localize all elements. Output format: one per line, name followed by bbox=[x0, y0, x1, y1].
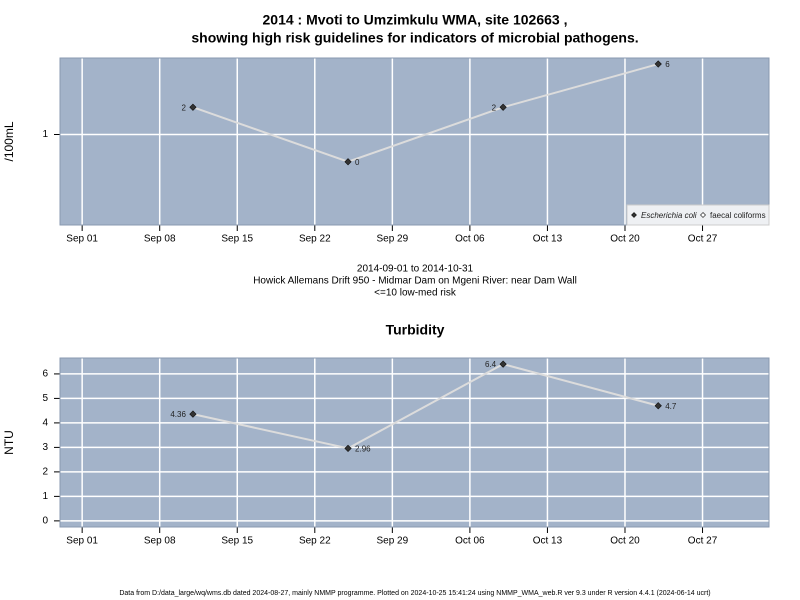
series-line bbox=[192, 63, 659, 163]
y-axis-label: NTU bbox=[2, 430, 16, 455]
data-label: 4.7 bbox=[665, 402, 677, 411]
data-label: 2 bbox=[181, 103, 186, 112]
x-tick-label: Sep 01 bbox=[66, 234, 98, 245]
legend-label: faecal coliforms bbox=[710, 211, 766, 220]
data-label: 0 bbox=[355, 158, 360, 167]
y-tick-label: 0 bbox=[42, 516, 48, 527]
data-point bbox=[344, 158, 352, 166]
data-point bbox=[189, 103, 197, 111]
data-point bbox=[344, 444, 352, 453]
data-label: 6 bbox=[665, 60, 670, 69]
plot-area bbox=[60, 58, 769, 225]
x-tick-label: Sep 01 bbox=[66, 536, 98, 547]
y-tick-label: 1 bbox=[42, 129, 48, 140]
note: Howick Allemans Drift 950 - Midmar Dam o… bbox=[253, 276, 577, 287]
data-label: 4.36 bbox=[170, 410, 186, 419]
y-tick-label: 2 bbox=[42, 467, 48, 478]
x-tick-label: Sep 22 bbox=[299, 536, 331, 547]
x-tick-label: Sep 15 bbox=[221, 234, 253, 245]
x-tick-label: Oct 06 bbox=[455, 536, 485, 547]
chart-title: 2014 : Mvoti to Umzimkulu WMA, site 1026… bbox=[263, 12, 568, 28]
y-axis-label: /100mL bbox=[2, 121, 16, 161]
data-point bbox=[499, 360, 507, 368]
x-tick-label: Sep 08 bbox=[144, 234, 176, 245]
chart-title: Turbidity bbox=[386, 322, 445, 338]
legend-box bbox=[626, 204, 770, 226]
data-label: 6.4 bbox=[485, 360, 497, 369]
x-tick-label: Oct 06 bbox=[455, 234, 485, 245]
data-point bbox=[499, 103, 507, 111]
chart-subtitle: showing high risk guidelines for indicat… bbox=[191, 30, 638, 46]
x-tick-label: Oct 13 bbox=[533, 234, 563, 245]
x-tick-label: Sep 29 bbox=[376, 234, 408, 245]
data-label: 2 bbox=[492, 103, 497, 112]
legend-marker bbox=[631, 212, 637, 218]
x-tick-label: Oct 13 bbox=[533, 536, 563, 547]
note: 2014-09-01 to 2014-10-31 bbox=[357, 264, 474, 275]
x-tick-label: Sep 15 bbox=[221, 536, 253, 547]
data-label: 2.96 bbox=[355, 444, 371, 453]
x-tick-label: Oct 20 bbox=[610, 536, 640, 547]
data-point bbox=[654, 60, 662, 68]
plot-border bbox=[59, 357, 770, 528]
plot-border bbox=[59, 57, 770, 226]
plot-area bbox=[60, 358, 769, 527]
x-tick-label: Sep 08 bbox=[144, 536, 176, 547]
series-line bbox=[192, 363, 659, 450]
y-tick-label: 5 bbox=[42, 393, 48, 404]
data-point bbox=[654, 402, 662, 410]
note: <=10 low-med risk bbox=[374, 288, 457, 299]
legend-label: Escherichia coli bbox=[641, 211, 697, 220]
y-tick-label: 6 bbox=[42, 369, 48, 380]
y-tick-label: 1 bbox=[42, 491, 48, 502]
data-point bbox=[189, 410, 197, 418]
y-tick-label: 3 bbox=[42, 442, 48, 453]
x-tick-label: Sep 22 bbox=[299, 234, 331, 245]
y-tick-label: 4 bbox=[42, 418, 48, 429]
x-tick-label: Sep 29 bbox=[376, 536, 408, 547]
x-tick-label: Oct 27 bbox=[688, 536, 718, 547]
x-tick-label: Oct 27 bbox=[688, 234, 718, 245]
legend-marker bbox=[700, 212, 706, 218]
x-tick-label: Oct 20 bbox=[610, 234, 640, 245]
footer: Data from D:/data_large/wq/wms.db dated … bbox=[119, 590, 710, 597]
